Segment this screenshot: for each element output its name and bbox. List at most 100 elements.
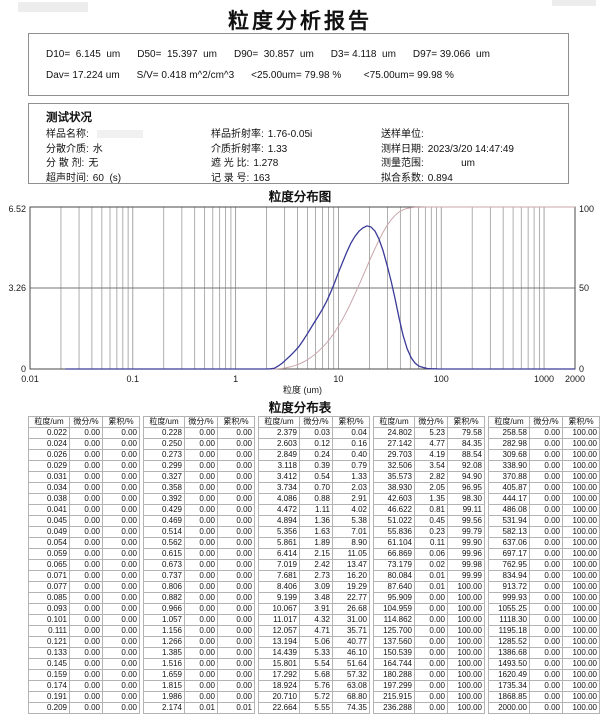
table-row: 87.640 0.01 100.00 (373, 581, 485, 593)
table-cell: 0.145 (28, 658, 70, 670)
table-cell: 5.68 (299, 669, 333, 681)
table-cell: 0.00 (69, 592, 103, 604)
table-cell: 0.159 (28, 669, 70, 681)
table-row: 0.806 0.00 0.00 (143, 581, 255, 593)
table-row: 164.744 0.00 100.00 (373, 658, 485, 670)
table-cell: 100.00 (562, 603, 600, 615)
table-row: 7.019 2.42 13.47 (258, 559, 370, 571)
status-field-value: 1.33 (267, 143, 288, 155)
table-row: 42.603 1.35 98.30 (373, 493, 485, 505)
table-cell: 0.00 (217, 680, 255, 692)
table-cell: 0.209 (28, 702, 70, 714)
table-cell: 0.00 (414, 691, 448, 703)
table-cell: 0.00 (529, 570, 563, 582)
table-cell: 0.00 (217, 537, 255, 549)
test-status-box: 测试状况 样品名称: 样品折射率: 1.76-0.05i 送样单位: 分散介质: 水介质折… (28, 103, 569, 184)
table-cell: 0.059 (28, 548, 70, 560)
table-cell: 0.882 (143, 592, 185, 604)
table-cell: 0.01 (217, 702, 255, 714)
table-cell: 0.00 (414, 636, 448, 648)
table-row: 236.288 0.00 100.00 (373, 702, 485, 714)
table-cell: 0.00 (184, 658, 218, 670)
table-cell: 0.00 (529, 537, 563, 549)
y-left-tick: 3.26 (8, 283, 26, 293)
table-row: 13.194 5.06 40.77 (258, 636, 370, 648)
table-cell: 1.33 (332, 471, 370, 483)
table-cell: 531.94 (488, 515, 530, 527)
table-row: 20.710 5.72 68.80 (258, 691, 370, 703)
table-cell: 0.041 (28, 504, 70, 516)
table-cell: 0.00 (529, 592, 563, 604)
table-cell: 0.00 (102, 482, 140, 494)
table-cell: 0.00 (102, 427, 140, 439)
table-cell: 0.250 (143, 438, 185, 450)
table-cell: 35.573 (373, 471, 415, 483)
table-row: 3.412 0.54 1.33 (258, 471, 370, 483)
table-row: 3.734 0.70 2.03 (258, 482, 370, 494)
summary-item: Dav= 17.224 um (46, 69, 120, 81)
status-field-label: 样品折射率: (211, 129, 264, 140)
table-cell: 1.516 (143, 658, 185, 670)
table-row: 0.029 0.00 0.00 (28, 460, 140, 472)
table-cell: 0.00 (217, 603, 255, 615)
table-cell: 637.06 (488, 537, 530, 549)
table-cell: 3.91 (299, 603, 333, 615)
table-cell: 99.56 (447, 515, 485, 527)
table-cell: 4.472 (258, 504, 300, 516)
table-cell: 100.00 (562, 449, 600, 461)
table-row: 258.58 0.00 100.00 (488, 427, 600, 439)
table-cell: 0.00 (102, 680, 140, 692)
table-cell: 3.09 (299, 581, 333, 593)
table-cell: 697.17 (488, 548, 530, 560)
table-cell: 100.00 (447, 581, 485, 593)
table-cell: 35.71 (332, 625, 370, 637)
table-cell: 0.00 (102, 449, 140, 461)
summary-line-2: Dav= 17.224 um S/V= 0.418 m^2/cm^3 <25.00u… (46, 70, 568, 81)
status-field-label: 拟合系数: (381, 172, 424, 184)
table-cell: 0.00 (184, 614, 218, 626)
table-row: 1.057 0.00 0.00 (143, 614, 255, 626)
table-cell: 0.01 (184, 702, 218, 714)
table-row: 0.059 0.00 0.00 (28, 548, 140, 560)
table-row: 0.514 0.00 0.00 (143, 526, 255, 538)
table-cell: 0.00 (102, 702, 140, 714)
status-field-label: 分 散 剂: (46, 158, 85, 169)
table-cell: 99.90 (447, 537, 485, 549)
table-row: 137.560 0.00 100.00 (373, 636, 485, 648)
table-cell: 22.77 (332, 592, 370, 604)
table-row: 9.199 3.48 22.77 (258, 592, 370, 604)
table-cell: 0.00 (529, 504, 563, 516)
table-cell: 2.15 (299, 548, 333, 560)
table-cell: 100.00 (562, 559, 600, 571)
table-cell: 0.071 (28, 570, 70, 582)
status-field: 介质折射率: 1.33 (211, 143, 381, 158)
table-cell: 0.00 (69, 515, 103, 527)
table-cell: 0.00 (529, 625, 563, 637)
table-cell: 100.00 (562, 570, 600, 582)
table-cell: 0.00 (102, 460, 140, 472)
table-cell: 0.00 (69, 460, 103, 472)
status-field: 分 散 剂: 无 (46, 157, 211, 172)
table-row: 197.299 0.00 100.00 (373, 680, 485, 692)
table-row: 7.681 2.73 16.20 (258, 570, 370, 582)
table-cell: 100.00 (562, 438, 600, 450)
table-cell: 0.79 (332, 460, 370, 472)
table-cell: 100.00 (562, 691, 600, 703)
table-cell: 0.615 (143, 548, 185, 560)
table-row: 0.085 0.00 0.00 (28, 592, 140, 604)
table-row: 999.93 0.00 100.00 (488, 592, 600, 604)
table-cell: 1386.68 (488, 647, 530, 659)
table-cell: 0.00 (217, 658, 255, 670)
table-cell: 0.00 (69, 559, 103, 571)
table-row: 444.17 0.00 100.00 (488, 493, 600, 505)
distribution-chart: 0 3.26 6.52 0 50 100 0.01 0.1 1 10 100 1000 2000 粒度 (… (8, 204, 594, 395)
table-cell: 1285.52 (488, 636, 530, 648)
table-row: 32.506 3.54 92.08 (373, 460, 485, 472)
table-row: 14.439 5.33 46.10 (258, 647, 370, 659)
chart-title: 粒度分布图 (268, 190, 332, 204)
table-row: 1386.68 0.00 100.00 (488, 647, 600, 659)
table-cell: 100.00 (562, 658, 600, 670)
table-row: 0.145 0.00 0.00 (28, 658, 140, 670)
table-cell: 100.00 (562, 625, 600, 637)
table-cell: 3.734 (258, 482, 300, 494)
